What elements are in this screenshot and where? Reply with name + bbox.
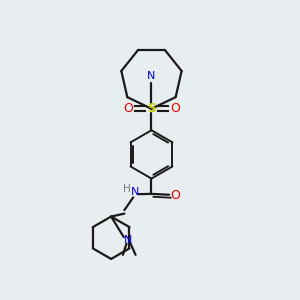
Text: O: O	[123, 102, 133, 115]
Text: N: N	[131, 187, 140, 197]
Text: O: O	[170, 102, 180, 115]
Text: N: N	[147, 71, 156, 81]
Text: S: S	[147, 102, 156, 115]
Text: N: N	[124, 235, 132, 244]
Text: H: H	[124, 184, 131, 194]
Text: O: O	[171, 189, 181, 202]
